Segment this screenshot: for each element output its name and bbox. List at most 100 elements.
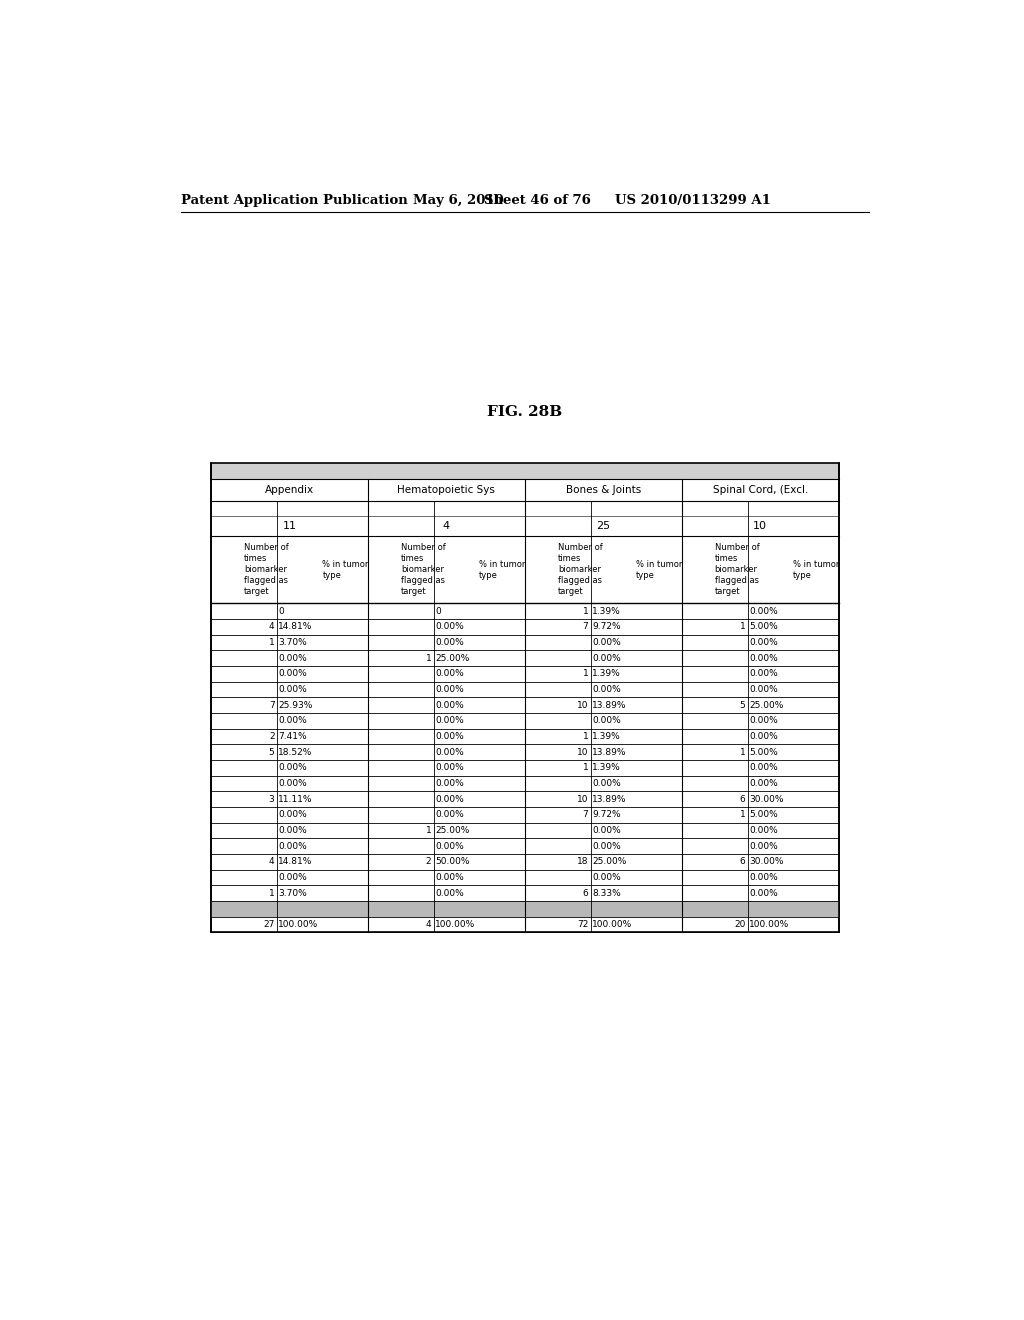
Text: 30.00%: 30.00% [750,795,783,804]
Text: 0.00%: 0.00% [435,873,464,882]
Text: Number of
times
biomarker
flagged as
target: Number of times biomarker flagged as tar… [400,543,445,597]
Text: 7.41%: 7.41% [279,733,307,741]
Text: 72: 72 [577,920,589,929]
Text: 100.00%: 100.00% [279,920,318,929]
Text: 4: 4 [426,920,431,929]
Text: 1: 1 [583,763,589,772]
Text: 4: 4 [442,521,450,531]
Text: 0: 0 [435,607,441,616]
Text: 7: 7 [583,623,589,631]
Text: 5: 5 [739,701,745,710]
Text: Number of
times
biomarker
flagged as
target: Number of times biomarker flagged as tar… [715,543,760,597]
Text: 6: 6 [739,857,745,866]
Text: 10: 10 [754,521,767,531]
Text: 25.00%: 25.00% [435,826,470,836]
Text: 0.00%: 0.00% [592,873,621,882]
Text: 0.00%: 0.00% [592,717,621,726]
Text: 0.00%: 0.00% [592,638,621,647]
Text: % in tumor
type: % in tumor type [794,560,840,579]
Text: 0.00%: 0.00% [750,653,778,663]
Bar [211,462,839,932]
Text: 1: 1 [739,623,745,631]
Text: 0.00%: 0.00% [750,888,778,898]
Text: 5: 5 [268,747,274,756]
Text: 0: 0 [279,607,284,616]
Text: 14.81%: 14.81% [279,857,312,866]
Text: 0.00%: 0.00% [435,763,464,772]
Text: 9.72%: 9.72% [592,623,621,631]
Bar [211,462,839,479]
Text: 10: 10 [577,795,589,804]
Text: 1.39%: 1.39% [592,733,621,741]
Text: 0.00%: 0.00% [750,733,778,741]
Text: 9.72%: 9.72% [592,810,621,820]
Text: 1: 1 [268,638,274,647]
Text: 7: 7 [583,810,589,820]
Text: 3.70%: 3.70% [279,888,307,898]
Text: 0.00%: 0.00% [750,669,778,678]
Text: 0.00%: 0.00% [750,842,778,850]
Text: 1: 1 [583,733,589,741]
Text: 14.81%: 14.81% [279,623,312,631]
Text: 25.00%: 25.00% [435,653,470,663]
Text: 11: 11 [283,521,296,531]
Text: 0.00%: 0.00% [435,842,464,850]
Text: 25: 25 [596,521,610,531]
Text: 100.00%: 100.00% [592,920,633,929]
Text: 0.00%: 0.00% [279,826,307,836]
Text: % in tumor
type: % in tumor type [636,560,683,579]
Text: 1: 1 [426,653,431,663]
Text: 11.11%: 11.11% [279,795,313,804]
Text: 0.00%: 0.00% [750,685,778,694]
Text: 0.00%: 0.00% [279,669,307,678]
Text: 10: 10 [577,701,589,710]
Text: % in tumor
type: % in tumor type [323,560,369,579]
Text: 1.39%: 1.39% [592,763,621,772]
Text: Appendix: Appendix [265,486,314,495]
Text: 2: 2 [269,733,274,741]
Text: 0.00%: 0.00% [435,717,464,726]
Text: 0.00%: 0.00% [750,826,778,836]
Text: 0.00%: 0.00% [435,795,464,804]
Text: 5.00%: 5.00% [750,810,778,820]
Text: 1: 1 [583,669,589,678]
Text: 0.00%: 0.00% [435,733,464,741]
Text: 0.00%: 0.00% [592,779,621,788]
Text: 13.89%: 13.89% [592,795,627,804]
Text: 25.93%: 25.93% [279,701,312,710]
Text: 0.00%: 0.00% [592,826,621,836]
Text: 1: 1 [739,810,745,820]
Text: 8.33%: 8.33% [592,888,621,898]
Text: Sheet 46 of 76: Sheet 46 of 76 [484,194,592,207]
Text: 2: 2 [426,857,431,866]
Text: Hematopoietic Sys: Hematopoietic Sys [397,486,496,495]
Text: May 6, 2010: May 6, 2010 [414,194,504,207]
Text: 0.00%: 0.00% [435,623,464,631]
Text: 5.00%: 5.00% [750,623,778,631]
Text: 100.00%: 100.00% [435,920,475,929]
Text: 0.00%: 0.00% [750,873,778,882]
Text: 6: 6 [583,888,589,898]
Text: 20: 20 [734,920,745,929]
Bar [211,902,839,916]
Text: 0.00%: 0.00% [279,779,307,788]
Text: 0.00%: 0.00% [435,701,464,710]
Text: 0.00%: 0.00% [435,638,464,647]
Text: Number of
times
biomarker
flagged as
target: Number of times biomarker flagged as tar… [558,543,602,597]
Text: Patent Application Publication: Patent Application Publication [180,194,408,207]
Text: 1.39%: 1.39% [592,607,621,616]
Text: 25.00%: 25.00% [750,701,783,710]
Text: 0.00%: 0.00% [279,653,307,663]
Text: 0.00%: 0.00% [750,779,778,788]
Text: 13.89%: 13.89% [592,701,627,710]
Text: 18: 18 [577,857,589,866]
Text: 0.00%: 0.00% [435,810,464,820]
Text: 0.00%: 0.00% [435,779,464,788]
Text: 4: 4 [269,623,274,631]
Text: 1: 1 [583,607,589,616]
Text: 0.00%: 0.00% [592,685,621,694]
Text: 30.00%: 30.00% [750,857,783,866]
Text: 0.00%: 0.00% [435,747,464,756]
Text: 0.00%: 0.00% [592,653,621,663]
Text: 0.00%: 0.00% [279,717,307,726]
